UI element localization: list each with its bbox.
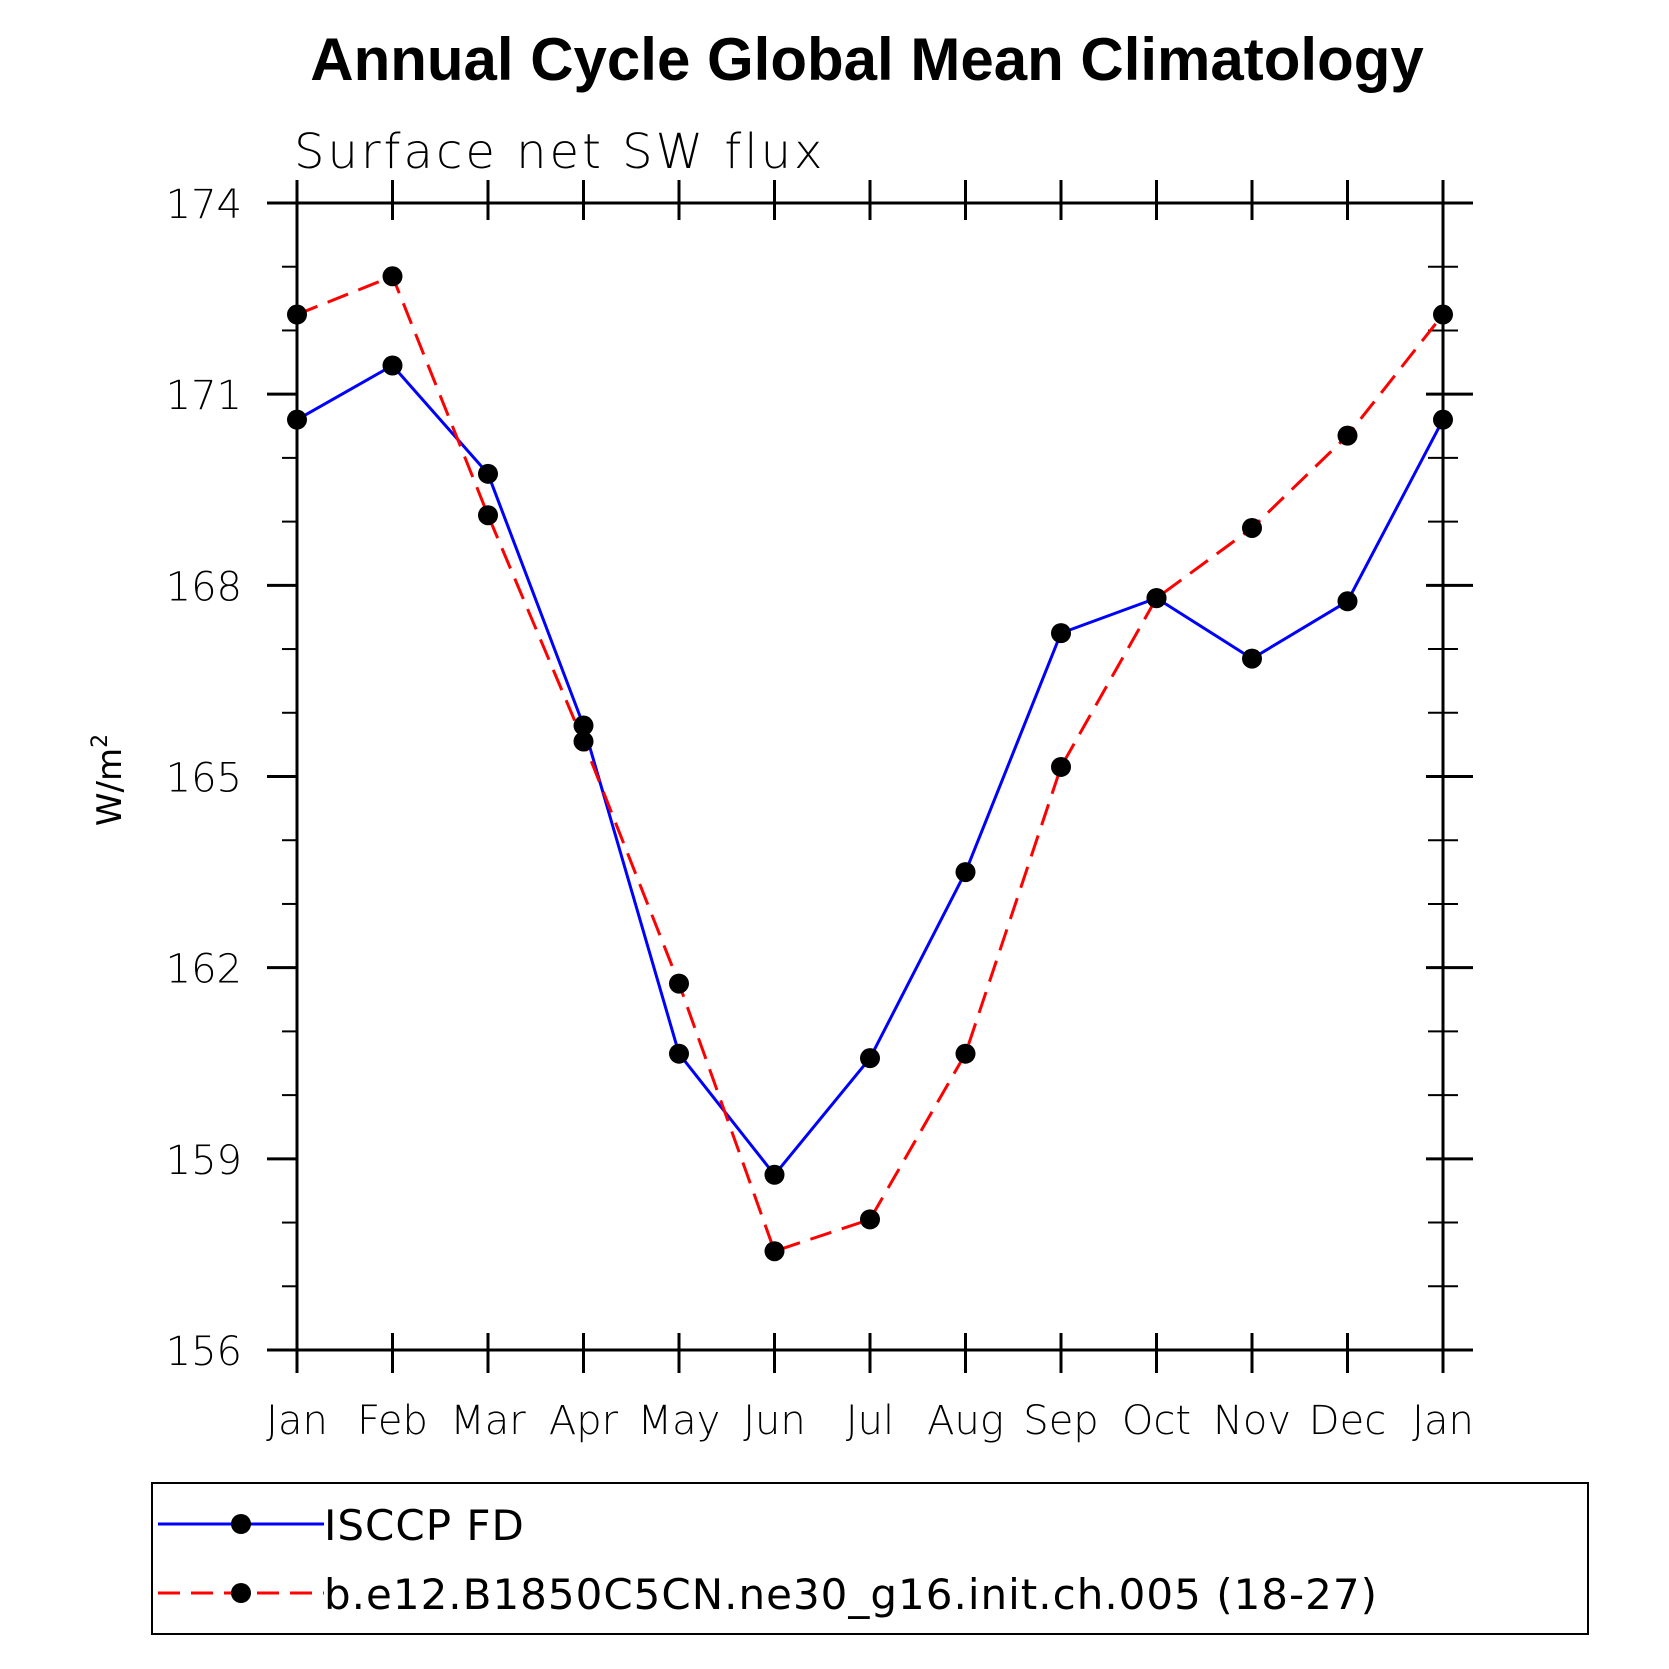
y-tick-label: 174: [166, 182, 242, 228]
y-tick-label: 168: [166, 564, 242, 610]
x-tick-label: May: [638, 1398, 721, 1444]
data-point-0: [287, 409, 307, 430]
legend-marker-isccp: [231, 1514, 251, 1534]
data-point-1: [1242, 517, 1262, 538]
legend: ISCCP FD b.e12.B1850C5CN.ne30_g16.init.c…: [151, 1482, 1589, 1635]
data-point-1: [1146, 588, 1167, 609]
axis-ticks: [267, 180, 1473, 1373]
data-point-0: [955, 862, 976, 883]
data-point-1: [1433, 304, 1453, 325]
y-tick-label: 159: [166, 1138, 242, 1184]
data-point-1: [287, 304, 307, 325]
data-point-0: [1242, 648, 1262, 669]
legend-label-isccp: ISCCP FD: [324, 1501, 525, 1550]
data-point-1: [573, 731, 594, 752]
data-point-1: [669, 973, 689, 994]
y-tick-label: 162: [166, 947, 242, 993]
data-point-0: [669, 1043, 689, 1064]
x-tick-label: Nov: [1213, 1398, 1291, 1444]
x-tick-label: Aug: [927, 1398, 1004, 1444]
plot-frame: [295, 201, 1445, 1352]
x-tick-label: Oct: [1122, 1398, 1191, 1444]
y-axis-label-superscript: 2: [88, 734, 113, 748]
y-tick-labels: 156 159 162 165 168 171 174: [166, 182, 242, 1375]
data-point-0: [764, 1164, 785, 1185]
data-point-0: [573, 715, 594, 736]
data-point-1: [955, 1043, 976, 1064]
data-point-0: [1051, 623, 1071, 644]
x-tick-label: Mar: [450, 1398, 526, 1444]
series-markers: [287, 266, 1453, 1262]
x-tick-label: Jan: [266, 1398, 328, 1444]
svg-text:W/m2: W/m2: [88, 734, 130, 826]
legend-marker-model: [231, 1583, 251, 1603]
chart-subtitle: Surface net SW flux: [294, 124, 825, 180]
y-axis-label-text: W/m: [90, 748, 130, 826]
data-point-1: [382, 266, 403, 287]
y-tick-label: 165: [166, 756, 242, 802]
x-tick-label: Jul: [846, 1398, 894, 1444]
data-point-0: [478, 463, 498, 484]
x-tick-label: Apr: [549, 1398, 619, 1444]
series-line-1: [296, 274, 1445, 1253]
chart-title: Annual Cycle Global Mean Climatology: [310, 26, 1424, 93]
data-point-1: [478, 505, 498, 526]
y-tick-label: 156: [166, 1329, 242, 1375]
data-point-0: [1433, 409, 1453, 430]
data-point-0: [382, 355, 403, 376]
x-tick-label: Jun: [743, 1398, 806, 1444]
legend-label-model: b.e12.B1850C5CN.ne30_g16.init.ch.005 (18…: [324, 1570, 1378, 1619]
x-tick-labels: Jan Feb Mar Apr May Jun Jul Aug Sep Oct Nov Dec Jan: [266, 1398, 1474, 1444]
x-tick-label: Sep: [1023, 1398, 1098, 1444]
data-point-0: [860, 1048, 880, 1069]
data-point-1: [1337, 425, 1358, 446]
y-axis-label: W/m2: [88, 734, 130, 826]
series-lines: [296, 274, 1445, 1253]
legend-box: [151, 1482, 1589, 1635]
x-tick-label: Dec: [1309, 1398, 1386, 1444]
data-point-1: [860, 1209, 880, 1230]
data-point-1: [764, 1241, 785, 1262]
x-tick-label: Feb: [357, 1398, 428, 1444]
data-point-0: [1337, 591, 1358, 612]
data-point-1: [1051, 756, 1071, 777]
x-tick-label: Jan: [1412, 1398, 1474, 1444]
y-tick-label: 171: [166, 373, 242, 419]
